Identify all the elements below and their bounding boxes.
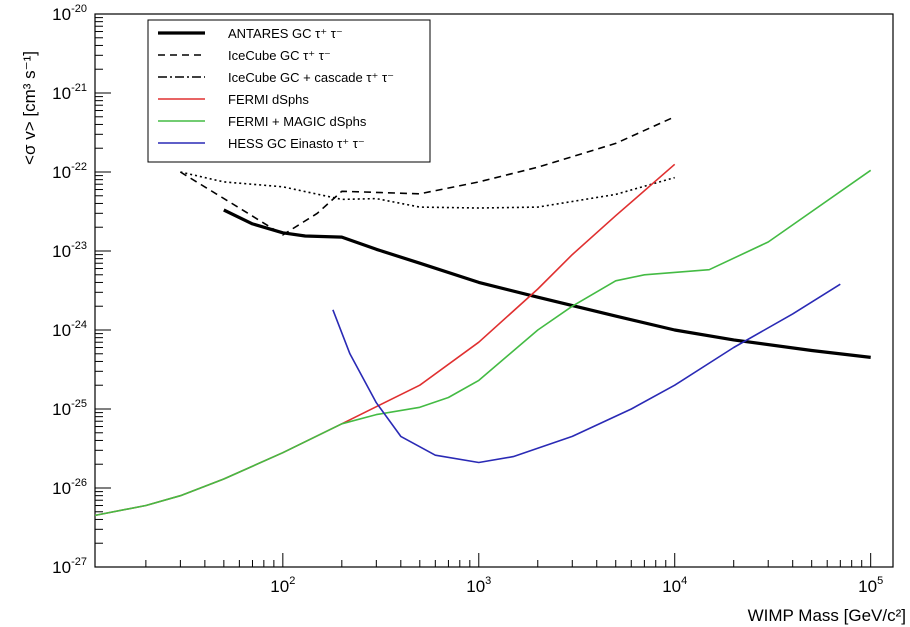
y-tick-label: 10-25 <box>52 398 87 419</box>
legend-label-2: IceCube GC τ⁺ τ⁻ <box>228 48 331 63</box>
x-tick-label: 103 <box>466 575 491 596</box>
y-tick-label: 10-20 <box>52 3 87 24</box>
axis-ticks: 102 103 104 105 10-20 10-21 10-22 10-23 10-24 10-… <box>52 3 883 596</box>
x-axis-label: WIMP Mass [GeV/c²] <box>748 606 906 625</box>
legend-label-1: ANTARES GC τ⁺ τ⁻ <box>228 26 343 41</box>
series-group <box>94 116 872 517</box>
legend-box <box>147 19 431 163</box>
y-axis-label: <σ v> [cm³ s⁻¹] <box>20 51 39 165</box>
legend-label-4: FERMI dSphs <box>228 92 309 107</box>
series-line-5 <box>94 169 872 517</box>
plot-frame <box>94 13 894 568</box>
legend: ANTARES GC τ⁺ τ⁻ IceCube GC τ⁺ τ⁻ IceCube … <box>147 19 431 163</box>
series-line-2 <box>179 116 676 236</box>
y-tick-label: 10-23 <box>52 240 87 261</box>
legend-label-3: IceCube GC + cascade τ⁺ τ⁻ <box>228 70 394 85</box>
x-tick-label: 104 <box>662 575 687 596</box>
y-tick-label: 10-27 <box>52 556 87 577</box>
x-tick-label: 105 <box>858 575 883 596</box>
y-tick-label: 10-22 <box>52 161 87 182</box>
legend-entries: ANTARES GC τ⁺ τ⁻ IceCube GC τ⁺ τ⁻ IceCube … <box>158 26 394 151</box>
y-tick-label: 10-26 <box>52 477 87 498</box>
legend-label-6: HESS GC Einasto τ⁺ τ⁻ <box>228 136 365 151</box>
series-line-6 <box>332 283 841 464</box>
series-line-4 <box>94 163 676 517</box>
series-line-3 <box>180 171 675 209</box>
y-tick-label: 10-24 <box>52 319 87 340</box>
y-tick-label: 10-21 <box>52 82 87 103</box>
legend-label-5: FERMI + MAGIC dSphs <box>228 114 367 129</box>
series-line-1 <box>223 208 871 359</box>
x-tick-label: 102 <box>270 575 295 596</box>
